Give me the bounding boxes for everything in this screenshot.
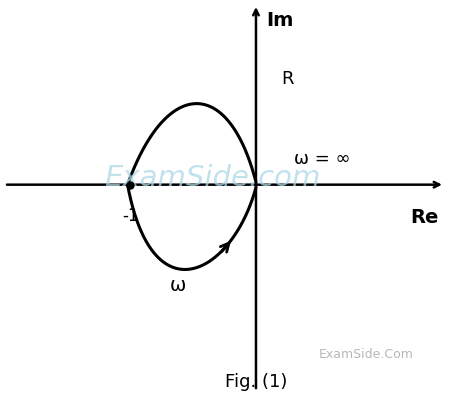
Text: ω = ∞: ω = ∞ — [294, 150, 350, 168]
Text: Re: Re — [410, 208, 439, 227]
Text: ω: ω — [170, 276, 186, 295]
Text: R: R — [281, 70, 294, 88]
Text: Im: Im — [266, 11, 294, 30]
Text: ExamSide.Com: ExamSide.Com — [318, 348, 414, 361]
Text: -1: -1 — [122, 206, 138, 225]
Text: Fig. (1): Fig. (1) — [225, 373, 287, 391]
Text: ExamSide.com: ExamSide.com — [104, 164, 320, 192]
